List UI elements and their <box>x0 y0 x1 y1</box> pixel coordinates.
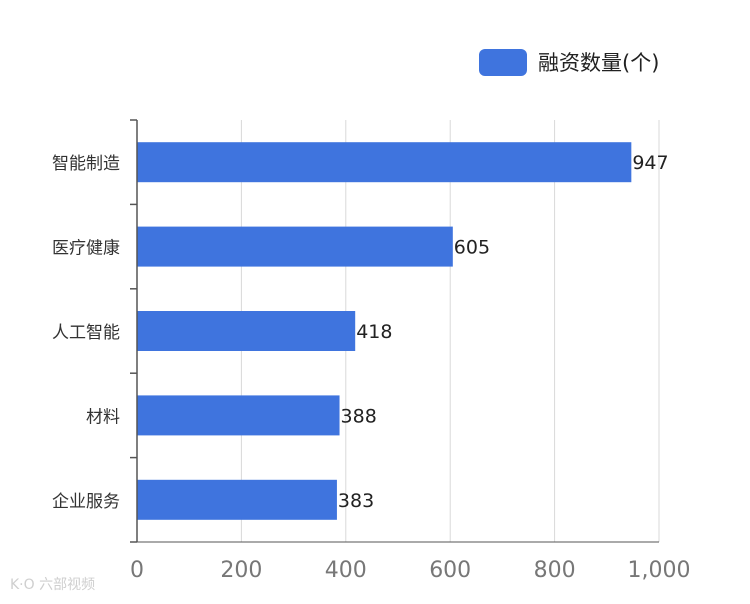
value-label-2: 418 <box>356 321 392 343</box>
x-tick-label-400: 400 <box>325 558 367 583</box>
bar-3 <box>137 395 340 436</box>
axes <box>130 119 659 543</box>
bar-2 <box>137 311 356 351</box>
labels: 0 200 400 600 800 1,000 947 智能制造 605 医疗健康 418 人工智能 3… <box>52 152 690 583</box>
category-label-2: 人工智能 <box>52 323 120 343</box>
value-label-4: 383 <box>338 490 374 512</box>
category-label-1: 医疗健康 <box>52 239 120 259</box>
x-tick-label-800: 800 <box>534 558 576 583</box>
legend-label: 融资数量(个) <box>538 51 659 75</box>
legend-swatch <box>479 49 527 76</box>
category-label-3: 材料 <box>86 407 120 427</box>
bars <box>137 142 632 520</box>
legend: 融资数量(个) <box>479 49 659 76</box>
grid-lines <box>240 120 660 542</box>
category-label-0: 智能制造 <box>52 154 120 174</box>
x-tick-label-200: 200 <box>220 558 262 583</box>
value-label-3: 388 <box>341 405 377 427</box>
x-tick-label-0: 0 <box>130 558 144 583</box>
value-label-0: 947 <box>632 152 668 174</box>
x-tick-label-1000: 1,000 <box>628 558 691 583</box>
bar-1 <box>137 226 453 267</box>
category-label-4: 企业服务 <box>52 492 120 512</box>
bar-0 <box>137 142 632 183</box>
watermark: K·O 六部视频 <box>10 577 96 593</box>
value-label-1: 605 <box>454 237 490 259</box>
bar-4 <box>137 479 337 520</box>
x-tick-label-600: 600 <box>429 558 471 583</box>
